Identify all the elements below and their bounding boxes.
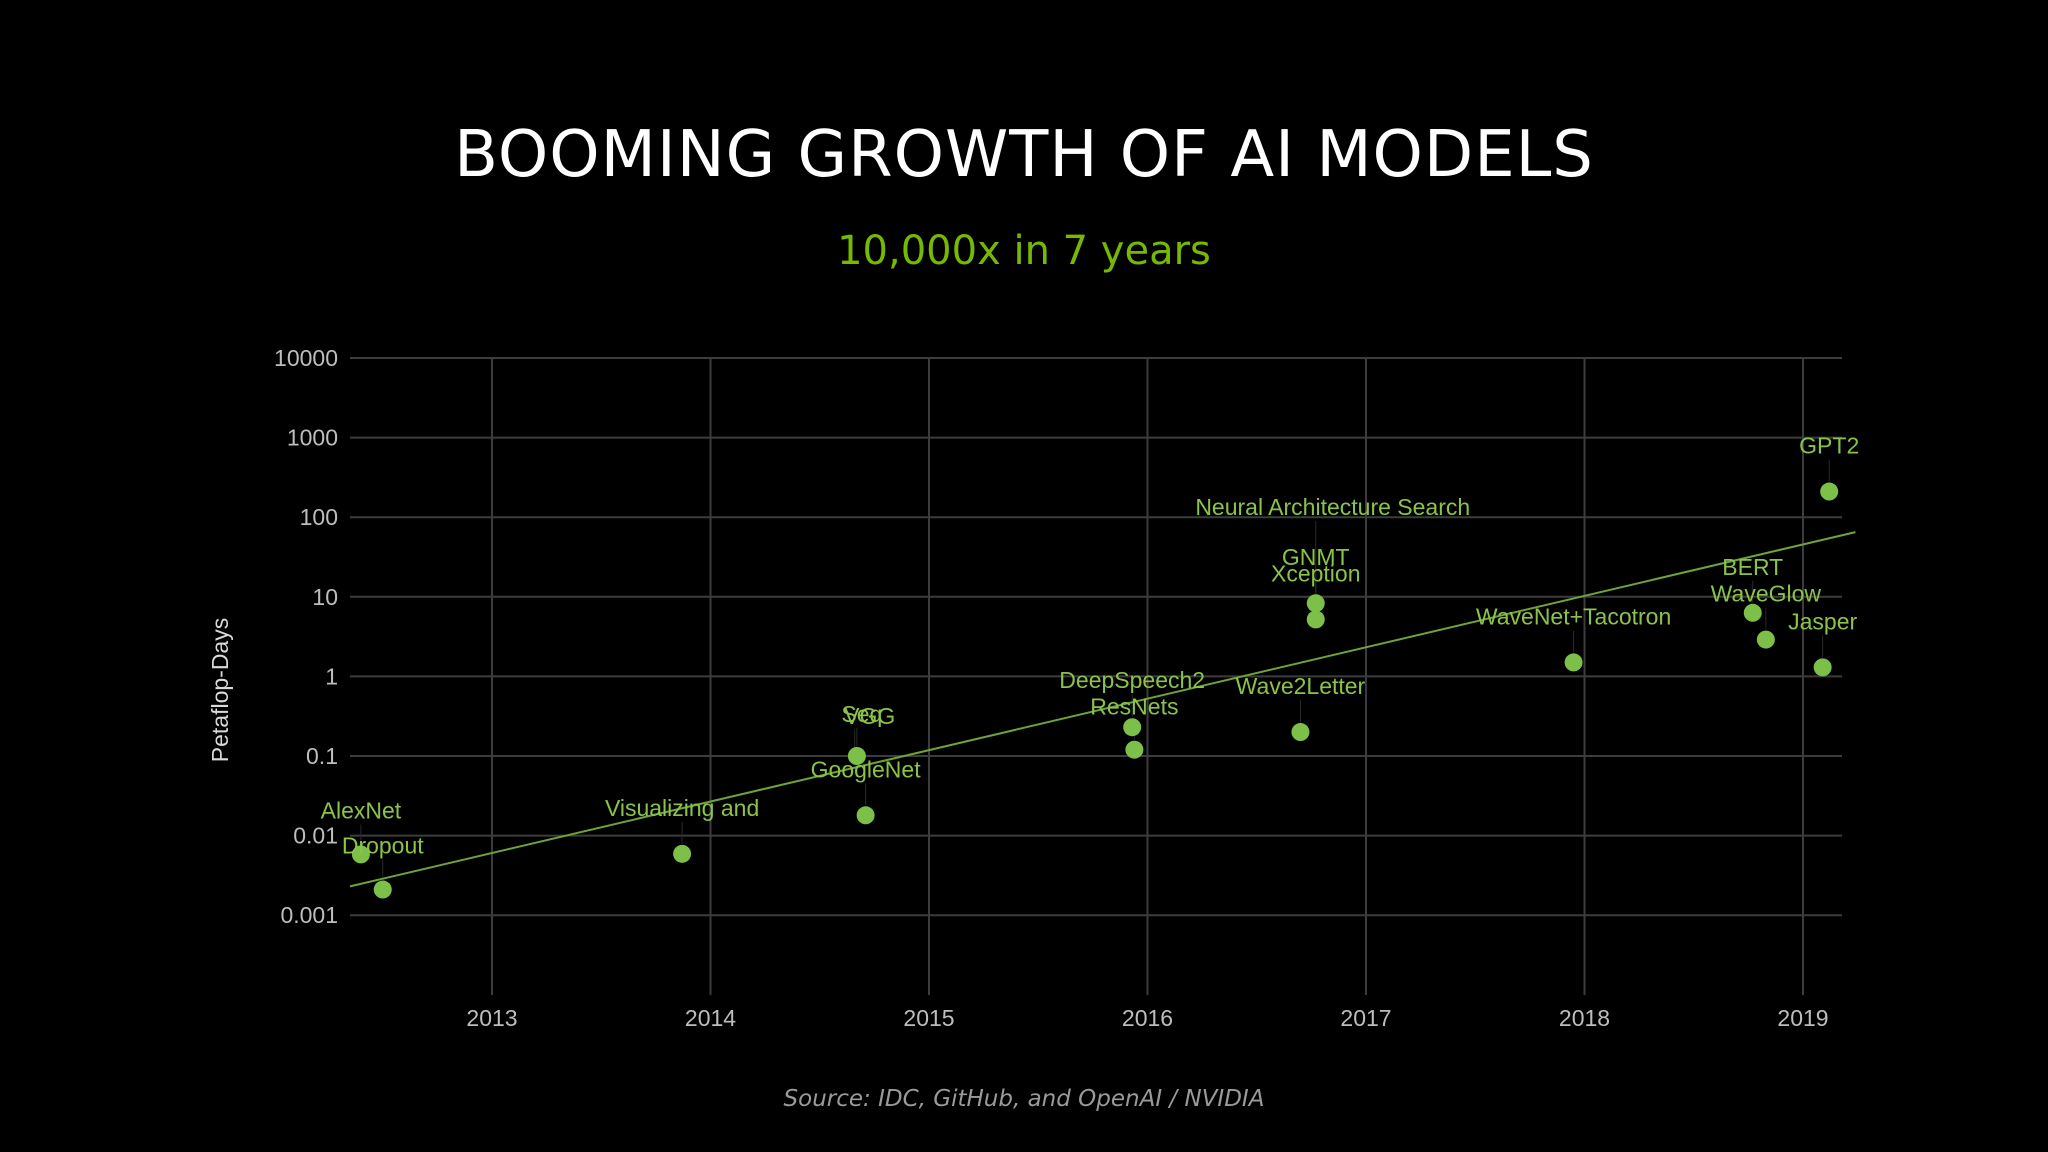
point-label: GoogleNet: [811, 756, 922, 782]
data-point: [373, 880, 392, 899]
point-label: WaveGlow: [1711, 581, 1822, 607]
point-label: Neural Architecture Search: [1195, 494, 1470, 520]
y-tick-label: 0.001: [280, 902, 338, 928]
data-point: [1306, 610, 1325, 629]
data-point: [847, 747, 866, 765]
data-point: [856, 806, 875, 825]
label-leaders: [360, 459, 1830, 880]
point-label: GPT2: [1799, 433, 1859, 459]
x-tick-label: 2015: [903, 1005, 954, 1031]
point-label: GNMT: [1282, 544, 1350, 570]
point-label: Seq: [841, 701, 882, 727]
chart-title: BOOMING GROWTH OF AI MODELS: [454, 118, 1594, 192]
point-label: DeepSpeech2: [1059, 667, 1205, 693]
x-axis-ticks: 2013 2014 2015 2016 2017 2018 2019: [466, 1005, 1828, 1031]
x-tick-label: 2018: [1559, 1005, 1610, 1031]
trendline-path: [349, 531, 1856, 888]
x-tick-label: 2016: [1122, 1005, 1173, 1031]
y-tick-label: 10000: [274, 345, 338, 371]
data-point: [673, 844, 692, 863]
y-tick-label: 100: [300, 504, 338, 530]
point-label: VGG: [844, 703, 895, 729]
point-label: Dropout: [342, 833, 424, 859]
y-tick-label: 10: [312, 584, 338, 610]
y-axis-label: Petaflop-Days: [207, 618, 233, 762]
data-points: [351, 482, 1839, 899]
point-label: Visualizing and: [605, 795, 759, 821]
y-tick-label: 0.1: [306, 743, 338, 769]
point-label: Jasper: [1788, 608, 1857, 634]
x-tick-label: 2014: [685, 1005, 736, 1031]
y-tick-label: 0.01: [293, 823, 338, 849]
point-label: AlexNet: [321, 797, 402, 823]
point-label: BERT: [1722, 554, 1783, 580]
source-note: Source: IDC, GitHub, and OpenAI / NVIDIA: [783, 1086, 1265, 1112]
data-point: [1564, 653, 1583, 672]
x-tick-label: 2017: [1340, 1005, 1391, 1031]
data-point: [1743, 603, 1762, 622]
x-tick-label: 2019: [1777, 1005, 1828, 1031]
data-point: [1291, 723, 1310, 742]
point-label: WaveNet+Tacotron: [1476, 603, 1671, 629]
point-label: Xception: [1271, 560, 1361, 586]
data-point: [1756, 630, 1775, 649]
chart-subtitle: 10,000x in 7 years: [837, 228, 1211, 274]
point-label: Wave2Letter: [1236, 673, 1366, 699]
data-point: [351, 845, 370, 864]
grid-lines: [350, 357, 1842, 995]
data-point: [1306, 594, 1325, 613]
data-point: [1813, 658, 1832, 677]
x-tick-label: 2013: [466, 1005, 517, 1031]
y-axis-ticks: 10000 1000 100 10 1 0.1 0.01 0.001: [274, 345, 338, 928]
y-tick-label: 1000: [287, 425, 338, 451]
point-label: ResNets: [1090, 694, 1178, 720]
y-tick-label: 1: [325, 663, 338, 689]
data-point: [1123, 718, 1142, 737]
trendline: [349, 531, 1856, 888]
data-point: [1125, 740, 1144, 759]
data-point: [1820, 482, 1839, 501]
